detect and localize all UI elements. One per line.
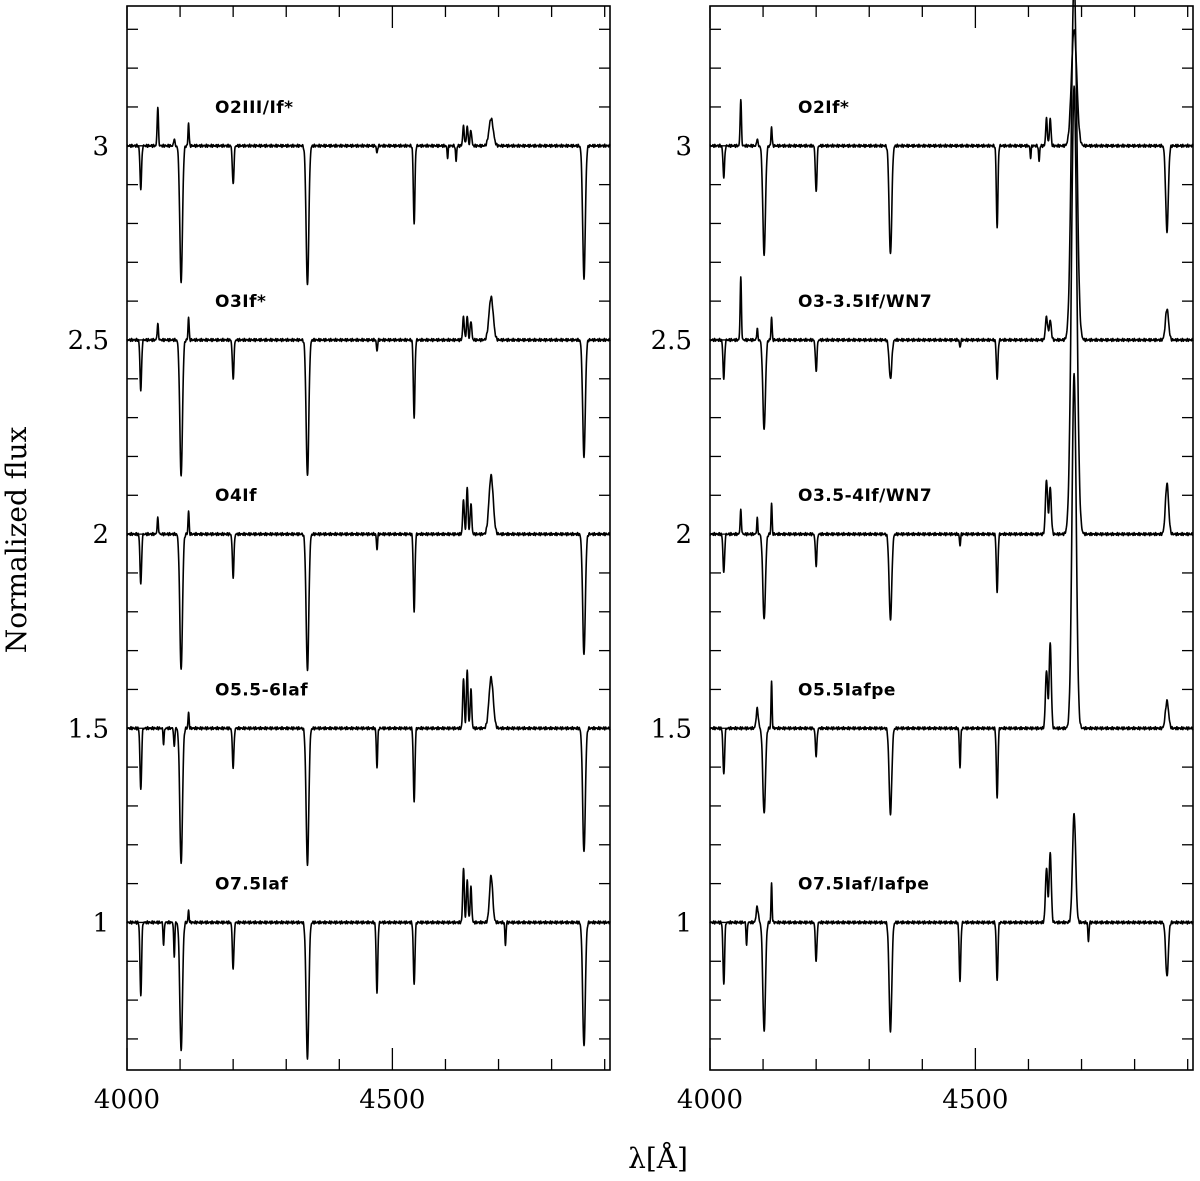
y-tick-label: 1 — [92, 908, 109, 938]
x-axis-title: λ[Å] — [628, 1142, 688, 1175]
spectrum-line — [126, 669, 611, 867]
plot-frame — [126, 5, 611, 1071]
y-tick-label: 1 — [675, 908, 692, 938]
y-tick-label: 1.5 — [651, 714, 692, 744]
spectrum-line — [709, 29, 1194, 257]
y-tick-label: 2.5 — [68, 326, 109, 356]
x-tick-label: 4000 — [677, 1085, 743, 1115]
spectrum-line — [709, 372, 1194, 816]
spectrum-line — [709, 85, 1194, 621]
spectrum-line — [126, 473, 611, 672]
spectrum-line — [126, 106, 611, 286]
x-tick-label: 4500 — [359, 1085, 425, 1115]
spectrum-line — [126, 867, 611, 1060]
spectral-type-label: O2III/If* — [215, 98, 294, 118]
y-tick-label: 3 — [675, 132, 692, 162]
spectrum-line — [709, 0, 1194, 430]
spectral-type-label: O7.5Iaf — [215, 874, 288, 894]
y-tick-label: 3 — [92, 132, 109, 162]
spectral-type-label: O5.5-6Iaf — [215, 680, 308, 700]
spectral-type-label: O7.5Iaf/Iafpe — [798, 874, 929, 894]
y-tick-label: 2.5 — [651, 326, 692, 356]
x-tick-label: 4000 — [94, 1085, 160, 1115]
plot-frame — [709, 5, 1194, 1071]
spectral-type-label: O3.5-4If/WN7 — [798, 486, 932, 506]
spectrum-line — [709, 812, 1194, 1033]
spectral-type-label: O3-3.5If/WN7 — [798, 292, 932, 312]
spectral-type-label: O5.5Iafpe — [798, 680, 896, 700]
left-panel: 1 1.5 2 2.5 3 4000 4500 O2III/If* O3If* O4If O5.5-… — [68, 5, 611, 1115]
spectral-type-label: O4If — [215, 486, 257, 506]
y-tick-label: 2 — [675, 520, 692, 550]
y-tick-label: 1.5 — [68, 714, 109, 744]
x-tick-label: 4500 — [942, 1085, 1008, 1115]
spectral-type-label: O2If* — [798, 98, 849, 118]
y-axis-title: Normalized flux — [0, 427, 33, 654]
spectral-type-label: O3If* — [215, 292, 266, 312]
spectrum-line — [126, 295, 611, 477]
right-panel: 1 1.5 2 2.5 3 4000 4500 O2If* O3-3.5If/WN7 O3.5-4… — [651, 0, 1194, 1115]
y-tick-label: 2 — [92, 520, 109, 550]
